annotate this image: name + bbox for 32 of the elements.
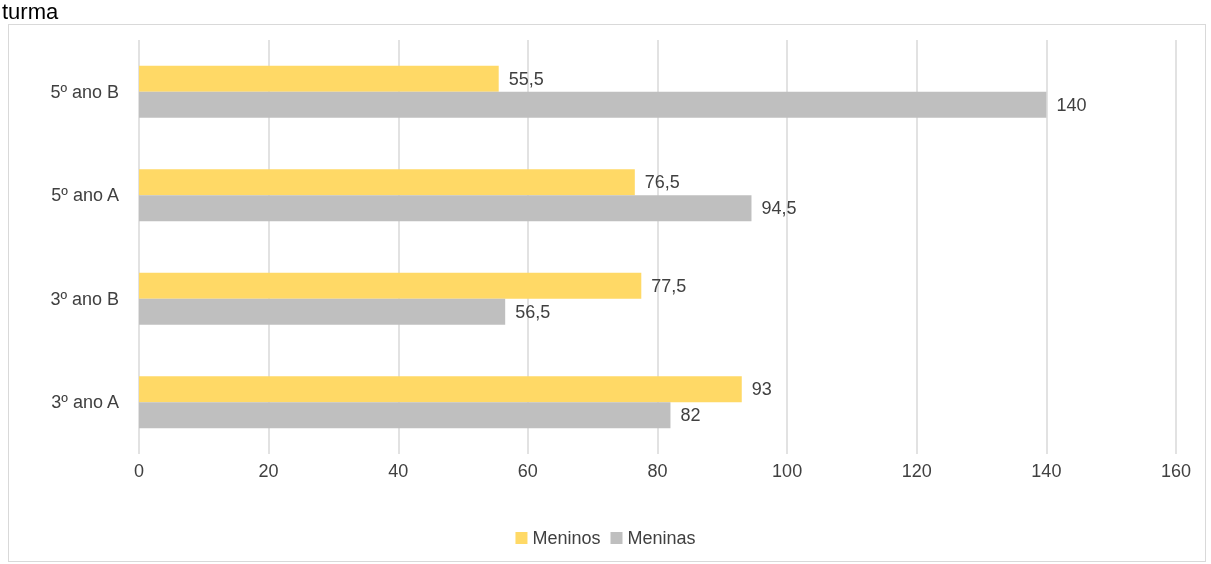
bar bbox=[139, 298, 506, 325]
y-tick-label: 5º ano B bbox=[50, 81, 119, 102]
data-label: 140 bbox=[1056, 94, 1087, 115]
x-tick-label: 160 bbox=[1160, 461, 1192, 481]
x-tick-label: 80 bbox=[647, 461, 668, 481]
legend-label: Meninas bbox=[627, 528, 696, 548]
data-label: 94,5 bbox=[761, 198, 797, 219]
data-label: 56,5 bbox=[515, 301, 551, 322]
legend-label: Meninos bbox=[532, 528, 601, 548]
bar bbox=[139, 376, 742, 403]
data-label: 93 bbox=[751, 379, 772, 400]
x-tick-label: 20 bbox=[258, 461, 279, 481]
data-label: 77,5 bbox=[651, 275, 687, 296]
x-tick-label: 0 bbox=[133, 461, 145, 481]
data-label: 82 bbox=[680, 405, 701, 426]
bar bbox=[139, 65, 499, 92]
x-tick-label: 60 bbox=[517, 461, 538, 481]
x-tick-label: 40 bbox=[388, 461, 409, 481]
y-tick-label: 3º ano A bbox=[51, 392, 119, 413]
bar bbox=[139, 402, 671, 429]
x-tick-label: 120 bbox=[901, 461, 932, 481]
y-tick-label: 5º ano A bbox=[51, 185, 119, 206]
chart-title: turma bbox=[2, 0, 59, 24]
y-tick-label: 3º ano B bbox=[50, 288, 119, 309]
bar bbox=[139, 195, 752, 222]
bar bbox=[139, 91, 1047, 118]
x-tick-label: 140 bbox=[1031, 461, 1062, 481]
bar bbox=[139, 169, 635, 196]
data-label: 55,5 bbox=[508, 68, 544, 89]
bar bbox=[139, 272, 642, 299]
x-tick-label: 100 bbox=[772, 461, 803, 481]
data-label: 76,5 bbox=[644, 172, 680, 193]
